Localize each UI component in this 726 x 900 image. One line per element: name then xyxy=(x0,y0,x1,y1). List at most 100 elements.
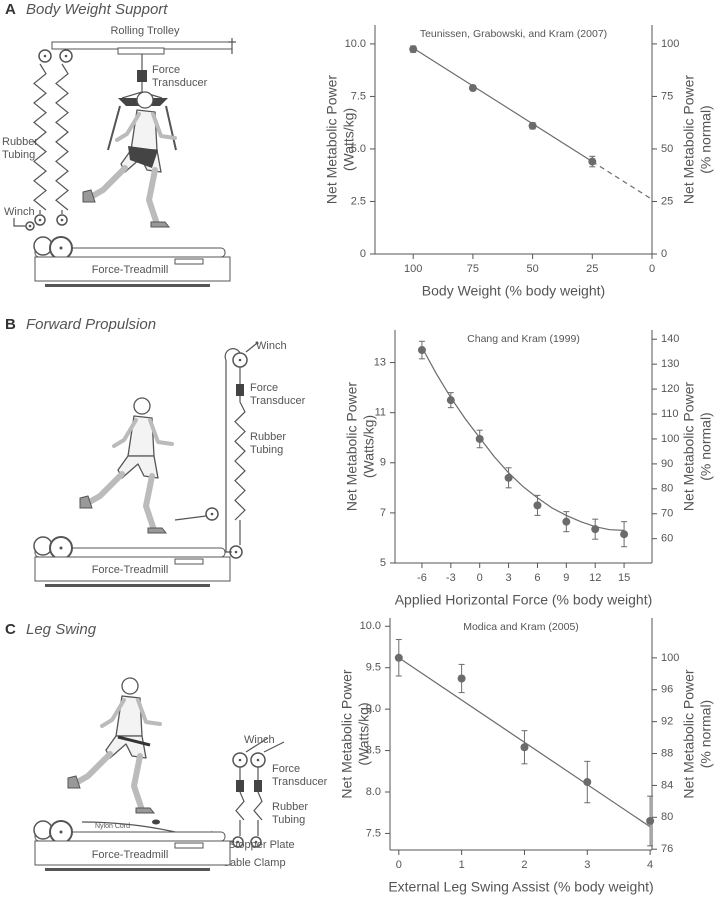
y2-tick-label: 0 xyxy=(661,248,667,260)
x-tick-label: 25 xyxy=(586,263,598,275)
y2-tick-label: 90 xyxy=(661,458,673,470)
runner-shoe xyxy=(79,495,93,509)
runner-arm xyxy=(136,698,162,726)
runner-head xyxy=(121,677,139,695)
y2-axis-title: (% normal) xyxy=(698,412,714,480)
pulley-axle xyxy=(254,840,258,844)
diagram-label: Rubber xyxy=(250,431,286,443)
treadmill-handle xyxy=(174,258,204,265)
y-tick-label: 5 xyxy=(380,557,386,569)
runner-arm xyxy=(115,112,141,142)
x-tick-label: 0 xyxy=(396,859,402,871)
diagram-label: Cable Clamp xyxy=(222,857,286,869)
x-tick-label: 15 xyxy=(618,572,630,584)
diagram-label: Force xyxy=(272,763,300,775)
y-tick-label: 13 xyxy=(374,356,386,368)
diagram-label: Winch xyxy=(256,340,287,352)
x-tick-label: 0 xyxy=(649,263,655,275)
diagram-label: Force xyxy=(250,382,278,394)
x-tick-label: 3 xyxy=(506,572,512,584)
y2-tick-label: 92 xyxy=(661,716,673,728)
data-point xyxy=(409,45,418,54)
treadmill-foot xyxy=(45,868,210,871)
diagram-label: Rubber xyxy=(272,801,308,813)
y-tick-label: 7.5 xyxy=(366,827,381,839)
y2-tick-label: 84 xyxy=(661,779,673,791)
y2-tick-label: 25 xyxy=(661,195,673,207)
force-transducer xyxy=(137,70,147,82)
y-tick-label: 10.0 xyxy=(360,620,381,632)
runner-shoe xyxy=(147,527,168,534)
y-tick-label: 2.5 xyxy=(351,195,366,207)
diagram-label: Winch xyxy=(4,206,35,218)
y-tick-label: 8.0 xyxy=(366,786,381,798)
force-transducer xyxy=(236,780,244,792)
y2-tick-label: 75 xyxy=(661,90,673,102)
panel-title: Body Weight Support xyxy=(26,1,168,18)
runner-head xyxy=(133,397,151,415)
data-point xyxy=(504,473,513,482)
x-tick-label: 12 xyxy=(589,572,601,584)
diagram-label: Tubing xyxy=(2,149,35,161)
data-point xyxy=(468,84,477,93)
diagram-label: Tubing xyxy=(250,444,283,456)
runner-shoe xyxy=(150,221,171,228)
pulley-axle xyxy=(60,218,64,222)
y-tick-label: 11 xyxy=(375,407,386,419)
diagram-label: Stopper Plate xyxy=(228,839,295,851)
tubing-end xyxy=(39,210,63,214)
roller-axle xyxy=(59,546,63,550)
x-tick-label: 75 xyxy=(467,263,479,275)
y2-axis-title: Net Metabolic Power xyxy=(681,382,697,512)
y-axis-title: Net Metabolic Power xyxy=(324,75,340,205)
diagram-label: Winch xyxy=(244,734,275,746)
diagram-label: Rolling Trolley xyxy=(110,25,180,37)
y2-tick-label: 110 xyxy=(661,408,679,420)
trolley xyxy=(117,47,165,55)
x-tick-label: 9 xyxy=(563,572,569,584)
y2-tick-label: 100 xyxy=(661,38,679,50)
y2-tick-label: 100 xyxy=(661,652,679,664)
winch-handle xyxy=(245,343,257,353)
x-axis-title: Applied Horizontal Force (% body weight) xyxy=(395,592,653,608)
x-tick-label: -6 xyxy=(417,572,427,584)
y-tick-label: 7 xyxy=(380,507,386,519)
pulley-axle xyxy=(38,218,42,222)
winch-knob xyxy=(255,341,259,345)
data-point xyxy=(457,674,466,683)
data-point xyxy=(446,396,455,405)
chart-annotation: Chang and Kram (1999) xyxy=(467,333,580,345)
y2-tick-label: 80 xyxy=(661,483,673,495)
runner-shoe xyxy=(67,775,81,789)
diagram-label: Force-Treadmill xyxy=(92,564,169,576)
rubber-tubing xyxy=(55,63,69,211)
diagram-label: Transducer xyxy=(152,77,208,89)
cord xyxy=(224,348,241,361)
y2-axis-title: (% normal) xyxy=(698,105,714,173)
panel-letter: B xyxy=(5,316,16,333)
diagram-label: Nylon Cord xyxy=(95,823,130,830)
runner-head xyxy=(136,91,154,109)
x-axis-title: External Leg Swing Assist (% body weight… xyxy=(388,879,653,895)
panel-title: Leg Swing xyxy=(26,621,97,638)
fit-line xyxy=(398,657,651,828)
pulley-axle xyxy=(236,840,240,844)
treadmill-foot xyxy=(45,284,210,287)
ankle-clamp xyxy=(152,819,160,825)
x-tick-label: 1 xyxy=(459,859,465,871)
rubber-tubing xyxy=(253,791,263,821)
y2-tick-label: 76 xyxy=(661,843,673,855)
data-point xyxy=(620,530,629,539)
y-axis-title: (Watts/kg) xyxy=(341,108,357,171)
x-tick-label: 6 xyxy=(534,572,540,584)
y-axis-title: Net Metabolic Power xyxy=(344,382,360,512)
cord xyxy=(174,515,207,521)
x-tick-label: -3 xyxy=(446,572,456,584)
y-tick-label: 9.0 xyxy=(366,703,381,715)
chart-annotation: Teunissen, Grabowski, and Kram (2007) xyxy=(420,28,607,40)
y2-tick-label: 100 xyxy=(661,433,679,445)
rubber-tubing xyxy=(33,63,47,211)
cords xyxy=(239,767,259,780)
runner-front-leg xyxy=(143,473,157,533)
runner-back-leg xyxy=(71,751,113,787)
